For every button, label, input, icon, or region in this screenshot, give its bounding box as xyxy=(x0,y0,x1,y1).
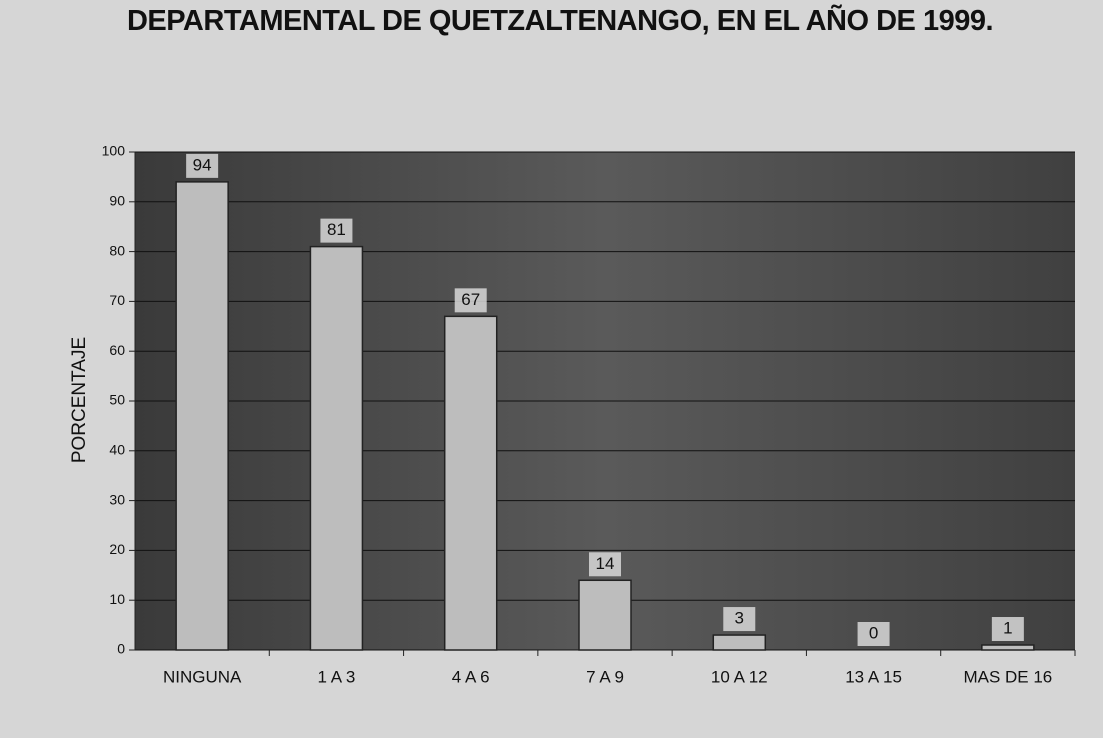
bar xyxy=(175,181,229,651)
value-label-box xyxy=(991,617,1024,642)
value-label-box xyxy=(186,153,219,178)
value-label-box xyxy=(589,552,621,577)
value-label-box xyxy=(454,288,487,313)
value-label: 3 xyxy=(735,609,744,628)
y-tick-label: 100 xyxy=(102,143,126,159)
chart-title: DEPARTAMENTAL DE QUETZALTENANGO, EN EL A… xyxy=(126,5,994,37)
x-tick-label: 10 A 12 xyxy=(711,667,768,686)
value-label-box xyxy=(723,607,756,632)
x-tick-label: 4 A 6 xyxy=(452,667,490,686)
y-tick-label: 80 xyxy=(109,242,125,258)
y-axis-label: PORCENTAJE xyxy=(69,337,90,463)
y-tick-label: 50 xyxy=(109,392,125,408)
value-label: 94 xyxy=(193,155,212,174)
y-tick-label: 40 xyxy=(109,442,125,458)
value-label: 14 xyxy=(596,554,615,573)
bar xyxy=(578,579,632,651)
bar xyxy=(309,245,364,651)
value-label: 67 xyxy=(461,290,480,309)
value-label-box xyxy=(857,622,890,646)
bar xyxy=(712,634,767,651)
x-tick-label: 7 A 9 xyxy=(586,667,624,686)
value-label: 81 xyxy=(327,220,346,239)
y-tick-label: 20 xyxy=(109,541,125,557)
y-tick-label: 70 xyxy=(109,292,125,308)
y-tick-label: 10 xyxy=(109,591,125,607)
x-tick-label: MAS DE 16 xyxy=(963,667,1052,686)
y-tick-label: 30 xyxy=(109,491,125,507)
x-tick-label: 13 A 15 xyxy=(845,667,902,686)
bar xyxy=(443,315,498,651)
x-tick-label: 1 A 3 xyxy=(318,667,356,686)
y-tick-label: 0 xyxy=(117,641,125,657)
value-label: 1 xyxy=(1003,619,1012,638)
y-tick-label: 60 xyxy=(109,342,125,358)
y-tick-label: 90 xyxy=(109,193,125,209)
value-label-box xyxy=(320,218,353,243)
value-label: 0 xyxy=(869,623,878,642)
bar xyxy=(981,644,1035,651)
x-tick-label: NINGUNA xyxy=(163,667,242,686)
